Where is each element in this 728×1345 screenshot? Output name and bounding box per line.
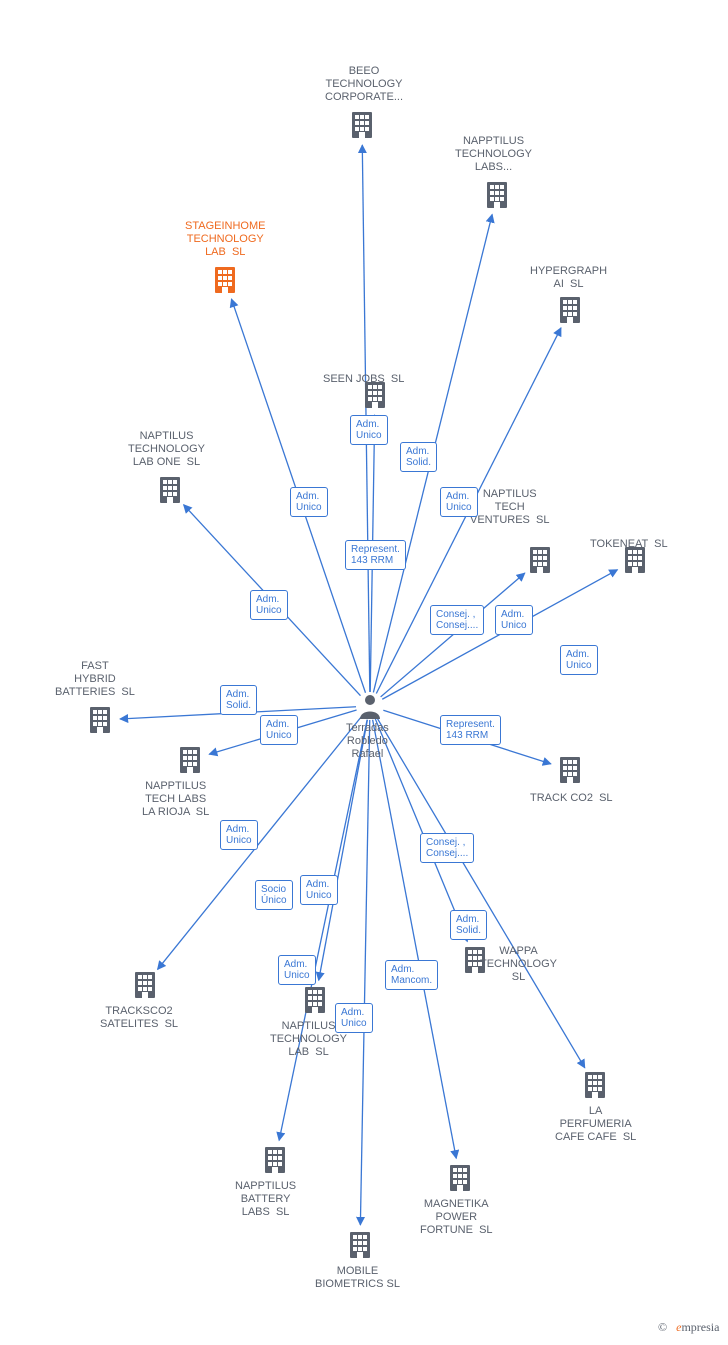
node-naptilus_ventures-label[interactable]: NAPTILUS TECH VENTURES SL [470, 488, 549, 527]
node-hypergraph-label[interactable]: HYPERGRAPH AI SL [530, 265, 607, 291]
edge-label-seenjobs[interactable]: Adm. Unico [350, 415, 388, 445]
node-stageinhome-icon[interactable] [210, 265, 240, 295]
edge-label-fasthybrid[interactable]: Adm. Solid. [220, 685, 257, 715]
center-person-label[interactable]: Terradas Robledo Rafael [346, 722, 389, 761]
node-naptilus_one-icon[interactable] [155, 475, 185, 505]
edge-label-hypergraph[interactable]: Adm. Unico [440, 487, 478, 517]
edge-magnetika [373, 720, 457, 1159]
node-perfumeria-label[interactable]: LA PERFUMERIA CAFE CAFE SL [555, 1105, 636, 1144]
node-trackco2-label[interactable]: TRACK CO2 SL [530, 792, 613, 805]
node-naptilus_one-label[interactable]: NAPTILUS TECHNOLOGY LAB ONE SL [128, 430, 205, 469]
node-tracksco2sat-label[interactable]: TRACKSCO2 SATELITES SL [100, 1005, 178, 1031]
credit-rest: mpresia [681, 1320, 719, 1334]
node-napptilus_rioja-icon[interactable] [175, 745, 205, 775]
node-beeo-icon[interactable] [347, 110, 377, 140]
edge-label-naptilus_ventures[interactable]: Consej. , Consej.... [430, 605, 484, 635]
edge-label-naptilus_lab[interactable]: Adm. Unico [278, 955, 316, 985]
node-hypergraph-icon[interactable] [555, 295, 585, 325]
node-napptilus_batt-icon[interactable] [260, 1145, 290, 1175]
credit-empresia: © empresia [658, 1320, 719, 1335]
edge-label-wappa[interactable]: Adm. Solid. [450, 910, 487, 940]
edge-label-magnetika[interactable]: Adm. Mancom. [385, 960, 438, 990]
node-tokeneat-label[interactable]: TOKENEAT SL [590, 538, 668, 551]
edge-label-extra-2[interactable]: Adm. Unico [300, 875, 338, 905]
node-napptilus_batt-label[interactable]: NAPPTILUS BATTERY LABS SL [235, 1180, 296, 1219]
node-magnetika-icon[interactable] [445, 1163, 475, 1193]
edge-label-naptilus_one[interactable]: Adm. Unico [250, 590, 288, 620]
node-fasthybrid-icon[interactable] [85, 705, 115, 735]
diagram-stage: Terradas Robledo Rafael BEEO TECHNOLOGY C… [0, 0, 728, 1345]
edge-label-perfumeria[interactable]: Consej. , Consej.... [420, 833, 474, 863]
node-naptilus_ventures-icon[interactable] [525, 545, 555, 575]
edge-label-trackco2[interactable]: Represent. 143 RRM [440, 715, 501, 745]
node-fasthybrid-label[interactable]: FAST HYBRID BATTERIES SL [55, 660, 135, 699]
edge-label-stageinhome[interactable]: Adm. Unico [290, 487, 328, 517]
node-mobilebio-icon[interactable] [345, 1230, 375, 1260]
node-trackco2-icon[interactable] [555, 755, 585, 785]
node-wappa-label[interactable]: WAPPA TECHNOLOGY SL [480, 945, 557, 984]
edge-napptilus_batt [279, 720, 367, 1141]
center-person-icon[interactable] [359, 693, 381, 719]
node-magnetika-label[interactable]: MAGNETIKA POWER FORTUNE SL [420, 1198, 493, 1237]
node-napptilus_labs-icon[interactable] [482, 180, 512, 210]
edge-label-tokeneat[interactable]: Adm. Unico [495, 605, 533, 635]
node-mobilebio-label[interactable]: MOBILE BIOMETRICS SL [315, 1265, 400, 1291]
node-napptilus_labs-label[interactable]: NAPPTILUS TECHNOLOGY LABS... [455, 135, 532, 174]
edge-perfumeria [377, 718, 585, 1068]
edge-label-napptilus_labs[interactable]: Adm. Solid. [400, 442, 437, 472]
edge-label-tracksco2sat[interactable]: Adm. Unico [220, 820, 258, 850]
node-stageinhome-label[interactable]: STAGEINHOME TECHNOLOGY LAB SL [185, 220, 265, 259]
node-beeo-label[interactable]: BEEO TECHNOLOGY CORPORATE... [325, 65, 403, 104]
edge-mobilebio [360, 720, 369, 1225]
edge-label-napptilus_batt[interactable]: Socio Único [255, 880, 293, 910]
node-perfumeria-icon[interactable] [580, 1070, 610, 1100]
edge-wappa [375, 719, 467, 942]
credit-c: © [658, 1320, 667, 1334]
edge-label-extra-0[interactable]: Represent. 143 RRM [345, 540, 406, 570]
edge-label-mobilebio[interactable]: Adm. Unico [335, 1003, 373, 1033]
edge-label-napptilus_rioja[interactable]: Adm. Unico [260, 715, 298, 745]
node-tracksco2sat-icon[interactable] [130, 970, 160, 1000]
edge-label-extra-1[interactable]: Adm. Unico [560, 645, 598, 675]
node-seenjobs-label[interactable]: SEEN JOBS SL [323, 373, 404, 386]
node-napptilus_rioja-label[interactable]: NAPPTILUS TECH LABS LA RIOJA SL [142, 780, 209, 819]
node-naptilus_lab-icon[interactable] [300, 985, 330, 1015]
